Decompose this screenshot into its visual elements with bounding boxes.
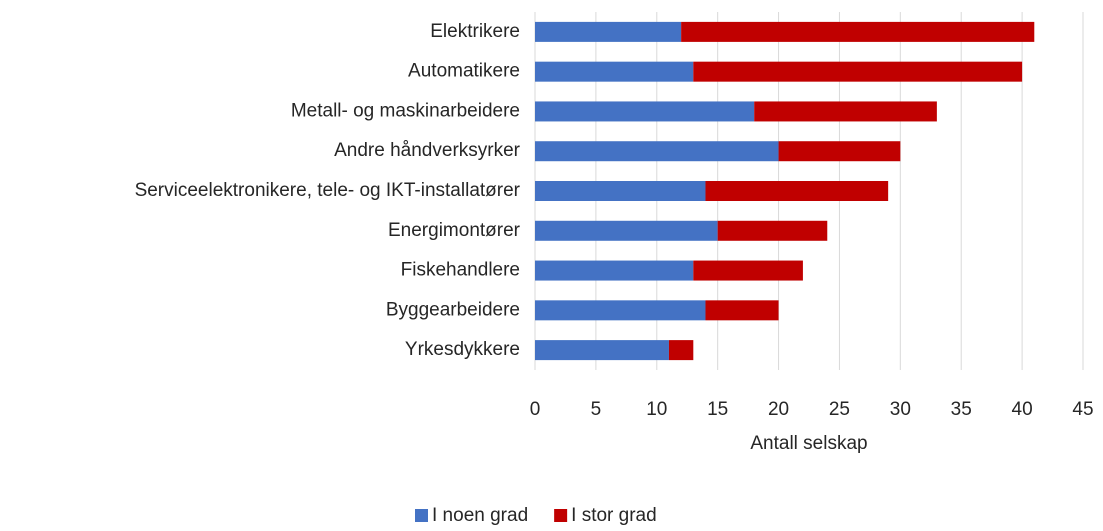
x-tick-label: 0 <box>530 399 541 420</box>
bar <box>535 21 682 42</box>
legend-swatch <box>415 509 428 522</box>
x-tick-label: 40 <box>1012 399 1033 420</box>
bar <box>535 300 706 321</box>
y-tick-label: Andre håndverksyrker <box>334 140 521 161</box>
y-tick-label: Byggearbeidere <box>386 299 520 320</box>
bar <box>535 101 755 122</box>
bar <box>535 340 669 361</box>
bar <box>754 101 937 122</box>
y-tick-label: Fiskehandlere <box>401 260 520 281</box>
bar <box>778 141 901 162</box>
bar <box>693 61 1023 82</box>
bar <box>535 141 779 162</box>
legend-label: I noen grad <box>432 505 528 526</box>
y-tick-label: Energimontører <box>388 220 521 241</box>
bar <box>535 61 694 82</box>
bar <box>717 220 828 241</box>
bar <box>535 220 718 241</box>
y-tick-label: Metall- og maskinarbeidere <box>291 100 520 121</box>
x-axis-title: Antall selskap <box>750 433 867 454</box>
bar <box>705 181 889 201</box>
legend-swatch <box>554 509 568 522</box>
x-tick-label: 20 <box>768 399 789 420</box>
bar <box>705 300 779 321</box>
bar <box>535 260 694 281</box>
y-tick-label: Elektrikere <box>430 21 520 42</box>
y-tick-label: Serviceelektronikere, tele- og IKT-insta… <box>135 180 521 201</box>
x-tick-label: 45 <box>1072 399 1093 420</box>
x-tick-label: 15 <box>707 399 728 420</box>
legend-label: I stor grad <box>571 505 657 526</box>
x-tick-label: 30 <box>890 399 911 420</box>
bar <box>693 260 803 281</box>
y-tick-label: Yrkesdykkere <box>405 339 520 360</box>
x-tick-label: 10 <box>646 399 667 420</box>
bar <box>681 21 1035 42</box>
y-tick-label: Automatikere <box>408 61 520 82</box>
x-tick-label: 25 <box>829 399 850 420</box>
bar <box>535 181 706 201</box>
bar <box>668 340 694 361</box>
x-tick-label: 5 <box>591 399 602 420</box>
x-tick-label: 35 <box>951 399 972 420</box>
